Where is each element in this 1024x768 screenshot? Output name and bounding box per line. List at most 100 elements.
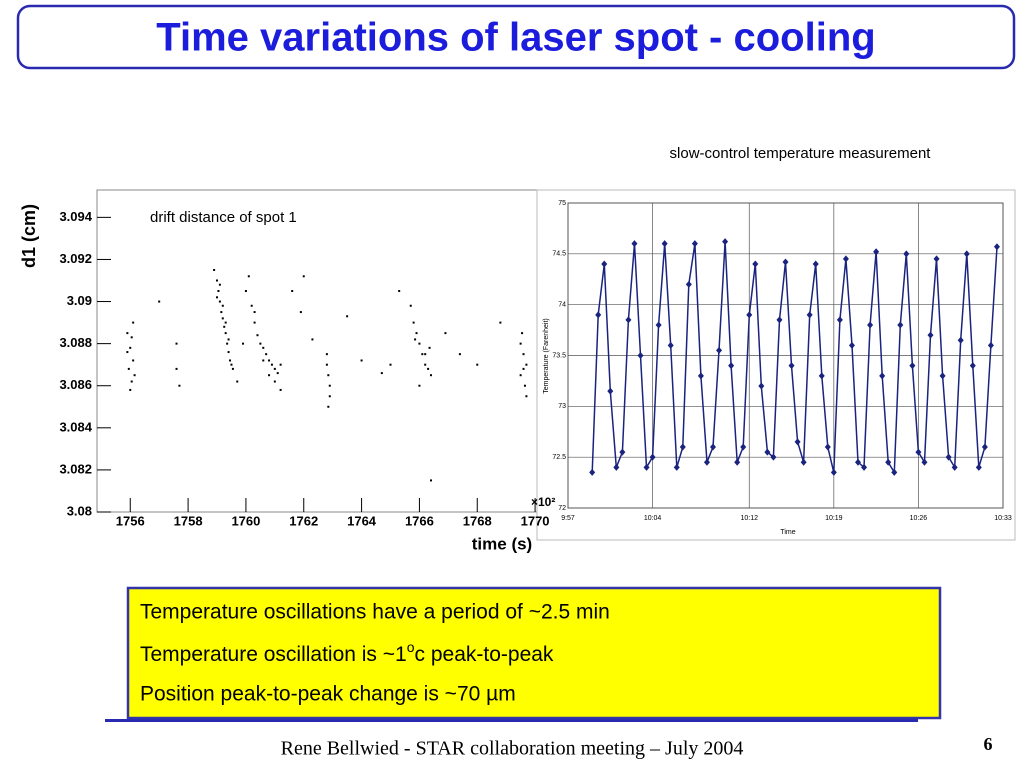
point xyxy=(217,290,220,293)
point xyxy=(158,300,161,303)
marker xyxy=(836,316,843,324)
point xyxy=(268,374,271,377)
marker xyxy=(782,258,789,266)
marker xyxy=(691,240,698,248)
marker xyxy=(800,458,807,466)
marker xyxy=(758,382,765,390)
point xyxy=(458,353,461,356)
point xyxy=(130,380,133,383)
point xyxy=(521,332,524,335)
point xyxy=(525,363,528,366)
point xyxy=(244,290,247,293)
y-tick-label: 3.08 xyxy=(67,503,92,518)
point xyxy=(418,384,421,387)
point xyxy=(133,374,136,377)
point xyxy=(247,275,250,278)
y-tick-label: 3.09 xyxy=(67,293,92,308)
marker xyxy=(661,240,668,248)
point xyxy=(236,380,239,383)
y-tick-label: 74.5 xyxy=(552,251,566,258)
point xyxy=(213,268,216,271)
x-tick-label: 9:57 xyxy=(561,515,575,522)
chart-title: slow-control temperature measurement xyxy=(670,145,932,162)
marker xyxy=(848,341,855,349)
marker xyxy=(909,362,916,370)
marker xyxy=(993,243,1000,251)
marker xyxy=(933,255,940,263)
marker xyxy=(746,311,753,319)
point xyxy=(230,363,233,366)
marker xyxy=(969,362,976,370)
y-tick-label: 72.5 xyxy=(552,454,566,461)
point xyxy=(132,321,135,324)
y-axis-label: Temperature (Farenheit) xyxy=(543,318,550,393)
point xyxy=(129,346,132,349)
marker xyxy=(812,260,819,268)
marker xyxy=(957,336,964,344)
x-tick-label: 10:19 xyxy=(825,515,843,522)
point xyxy=(224,332,227,335)
x-tick-label: 1770 xyxy=(521,513,550,528)
marker xyxy=(625,316,632,324)
point xyxy=(279,363,282,366)
point xyxy=(424,363,427,366)
slide-title: Time variations of laser spot - cooling xyxy=(156,16,875,60)
point xyxy=(328,395,331,398)
y-tick-label: 3.094 xyxy=(59,209,92,224)
point xyxy=(327,374,330,377)
point xyxy=(229,359,232,362)
marker xyxy=(963,250,970,258)
marker xyxy=(873,248,880,256)
point xyxy=(265,353,268,356)
footer: Rene Bellwied - STAR collaboration meeti… xyxy=(281,738,744,760)
point xyxy=(218,300,221,303)
point xyxy=(273,367,276,370)
y-tick-label: 73 xyxy=(558,403,566,410)
y-tick-label: 3.088 xyxy=(59,335,92,350)
point xyxy=(302,275,305,278)
point xyxy=(421,353,424,356)
x-tick-label: 1756 xyxy=(116,513,145,528)
point xyxy=(499,321,502,324)
point xyxy=(327,405,330,408)
footer-rule xyxy=(105,719,918,722)
marker xyxy=(818,372,825,380)
marker xyxy=(667,341,674,349)
note-part: Temperature oscillation is ~1 xyxy=(140,643,407,666)
note-sup: o xyxy=(407,639,415,655)
marker xyxy=(740,443,747,451)
marker xyxy=(939,372,946,380)
x-axis-label: time (s) xyxy=(472,534,532,553)
point xyxy=(418,342,421,345)
point xyxy=(231,367,234,370)
point xyxy=(380,372,383,375)
point xyxy=(279,388,282,391)
point xyxy=(262,359,265,362)
marker xyxy=(613,463,620,471)
point xyxy=(428,346,431,349)
point xyxy=(398,290,401,293)
point xyxy=(259,342,262,345)
marker xyxy=(897,321,904,329)
marker xyxy=(637,352,644,359)
point xyxy=(476,363,479,366)
marker xyxy=(655,321,662,329)
marker xyxy=(589,468,596,476)
point xyxy=(227,351,230,354)
x-axis-label: Time xyxy=(780,529,795,536)
x-tick-label: 1758 xyxy=(174,513,203,528)
point xyxy=(218,283,221,286)
point xyxy=(270,363,273,366)
point xyxy=(127,367,130,370)
point xyxy=(129,388,132,391)
y-tick-label: 3.086 xyxy=(59,377,92,392)
marker xyxy=(806,311,813,319)
marker xyxy=(685,280,692,288)
marker xyxy=(631,240,638,248)
point xyxy=(220,311,223,314)
y-tick-label: 75 xyxy=(558,200,566,207)
point xyxy=(224,321,227,324)
marker xyxy=(885,458,892,466)
point xyxy=(409,304,412,307)
